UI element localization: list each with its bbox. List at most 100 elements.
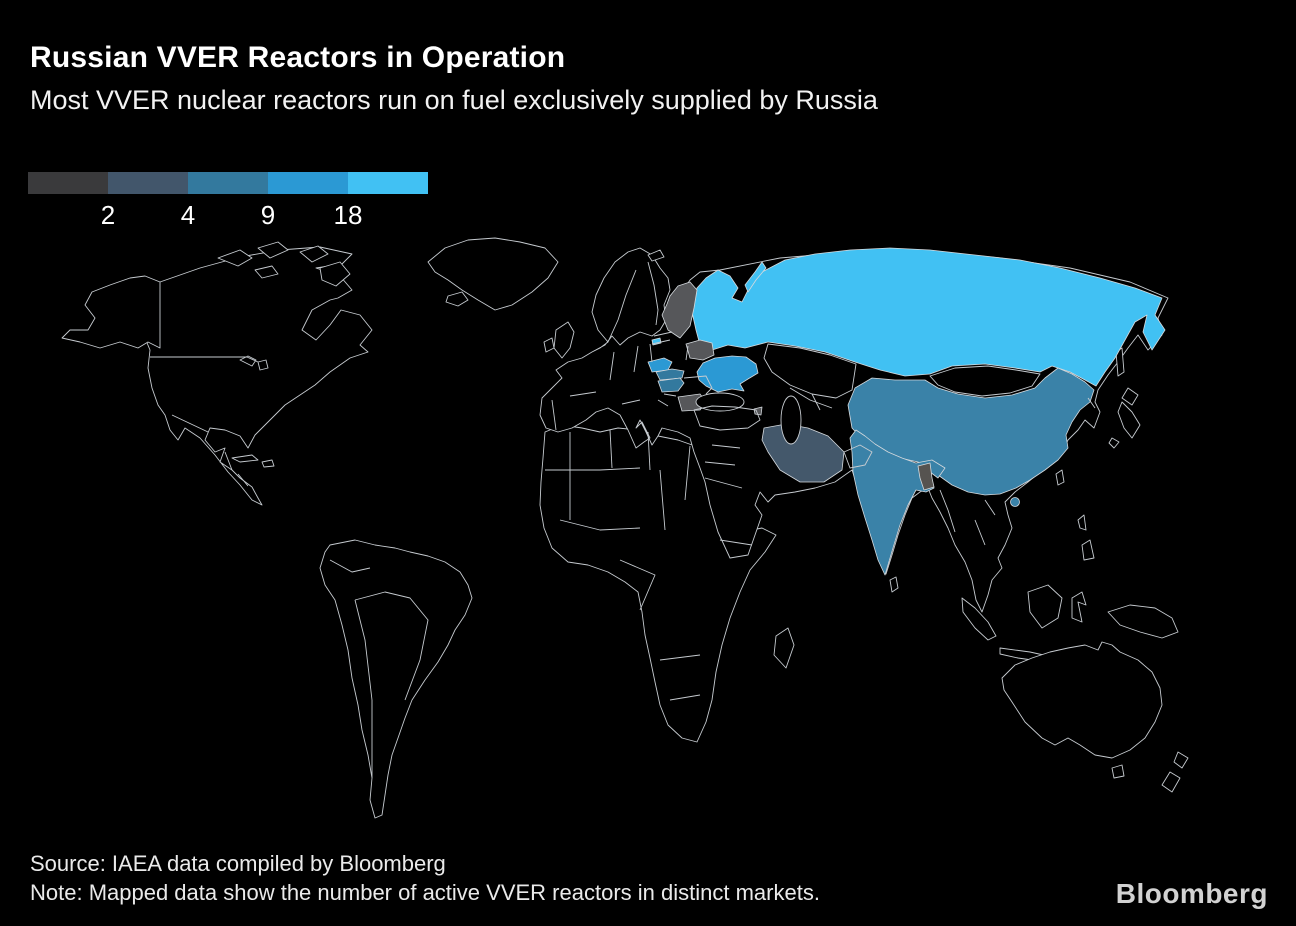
border-scandinavia-1 — [607, 269, 637, 343]
border-arabia — [704, 477, 753, 546]
island-nz-north — [1173, 751, 1189, 769]
legend-swatch-4 — [268, 172, 348, 194]
landmass-south-america — [319, 539, 473, 819]
legend-color-bar — [28, 172, 428, 194]
border-africa-8 — [619, 559, 656, 611]
legend-swatch-5 — [348, 172, 428, 194]
country-bangladesh — [917, 462, 935, 491]
border-africa-7 — [684, 445, 691, 501]
border-africa-6 — [659, 469, 666, 531]
legend-threshold-18: 18 — [333, 200, 363, 230]
border-africa-5 — [559, 519, 641, 531]
landmass-alaska — [61, 275, 161, 349]
great-lake-2 — [257, 359, 269, 371]
country-ukraine — [696, 355, 759, 393]
arctic-island-4 — [254, 265, 279, 279]
landmass-north-america — [144, 246, 373, 506]
arctic-island-2 — [257, 241, 289, 259]
legend-threshold-2: 2 — [100, 200, 116, 230]
map-colored-countries — [647, 247, 1166, 576]
border-central-america — [224, 451, 249, 487]
legend-swatch-1 — [28, 172, 108, 194]
island-hispaniola — [261, 459, 275, 468]
island-philippines-2 — [1081, 539, 1095, 561]
country-hungary — [657, 377, 685, 393]
border-iraq-syria — [704, 444, 741, 466]
caspian-sea — [780, 395, 802, 445]
island-great-britain — [553, 321, 575, 359]
island-hokkaido — [1121, 387, 1139, 406]
note-line: Note: Mapped data show the number of act… — [30, 880, 820, 906]
island-honshu — [1117, 401, 1141, 439]
border-korea — [1087, 397, 1096, 409]
landmass-greenland — [427, 237, 559, 311]
border-africa-9 — [659, 654, 701, 701]
landmass-iceland — [445, 291, 469, 307]
border-sa-interior-1 — [354, 599, 373, 778]
arctic-island-1 — [217, 249, 253, 267]
island-cuba — [231, 454, 259, 463]
country-armenia — [753, 406, 763, 416]
page-subtitle: Most VVER nuclear reactors run on fuel e… — [30, 85, 878, 115]
border-italy-north — [621, 399, 641, 405]
country-slovakia — [655, 368, 685, 381]
island-sulawesi — [1071, 591, 1087, 623]
island-borneo — [1027, 584, 1063, 629]
country-china — [847, 367, 1095, 496]
legend-labels: 2 4 9 18 — [28, 200, 468, 230]
island-new-guinea — [1107, 604, 1179, 639]
island-nz-south — [1161, 771, 1181, 793]
border-romania — [683, 375, 713, 395]
legend-swatch-3 — [188, 172, 268, 194]
border-sa-interior-2 — [354, 591, 429, 701]
border-mongolia — [929, 365, 1041, 397]
chart-header: Russian VVER Reactors in Operation Most … — [30, 40, 878, 116]
color-legend: 2 4 9 18 — [28, 172, 468, 232]
border-turkey — [693, 405, 761, 431]
map-borders — [150, 261, 1096, 778]
island-kyushu — [1108, 437, 1120, 449]
border-baltics — [651, 331, 673, 345]
island-madagascar — [773, 627, 795, 669]
bloomberg-logo: Bloomberg — [1115, 878, 1268, 909]
legend-swatch-2 — [108, 172, 188, 194]
country-russia — [691, 247, 1166, 387]
legend-threshold-4: 4 — [180, 200, 196, 230]
arctic-island-baffin — [319, 261, 351, 287]
chart-footer: Source: IAEA data compiled by Bloomberg … — [30, 849, 820, 908]
country-russia-novaya-zemlya — [744, 261, 767, 293]
great-lake-1 — [239, 355, 257, 367]
border-balkans — [657, 393, 677, 407]
border-sa-interior-3 — [329, 559, 371, 573]
landmass-australia — [1001, 641, 1163, 759]
island-sumatra — [961, 597, 997, 641]
country-china-hainan — [1010, 497, 1020, 507]
page-title: Russian VVER Reactors in Operation — [30, 41, 566, 74]
border-poland — [649, 343, 689, 363]
island-taiwan — [1055, 469, 1065, 486]
island-philippines-1 — [1077, 514, 1087, 531]
border-france — [569, 351, 615, 397]
border-scandinavia-2 — [647, 261, 659, 326]
border-africa-4 — [545, 467, 641, 471]
border-portugal — [551, 399, 557, 431]
border-africa-3 — [647, 431, 651, 471]
border-africa-2 — [609, 429, 613, 469]
island-tasmania — [1111, 764, 1125, 779]
border-germany — [633, 345, 639, 373]
island-svalbard — [647, 249, 665, 262]
border-se-asia — [939, 489, 996, 546]
country-iran — [761, 423, 845, 483]
island-sri-lanka — [889, 576, 899, 593]
source-line: Source: IAEA data compiled by Bloomberg — [30, 850, 446, 876]
border-afghanistan — [843, 444, 873, 469]
country-finland — [661, 281, 698, 339]
country-belarus — [685, 339, 715, 361]
legend-threshold-9: 9 — [260, 200, 276, 230]
border-kazakhstan — [763, 343, 857, 399]
arctic-island-3 — [299, 245, 329, 263]
island-ireland — [543, 337, 555, 353]
border-us-mexico — [171, 414, 209, 433]
